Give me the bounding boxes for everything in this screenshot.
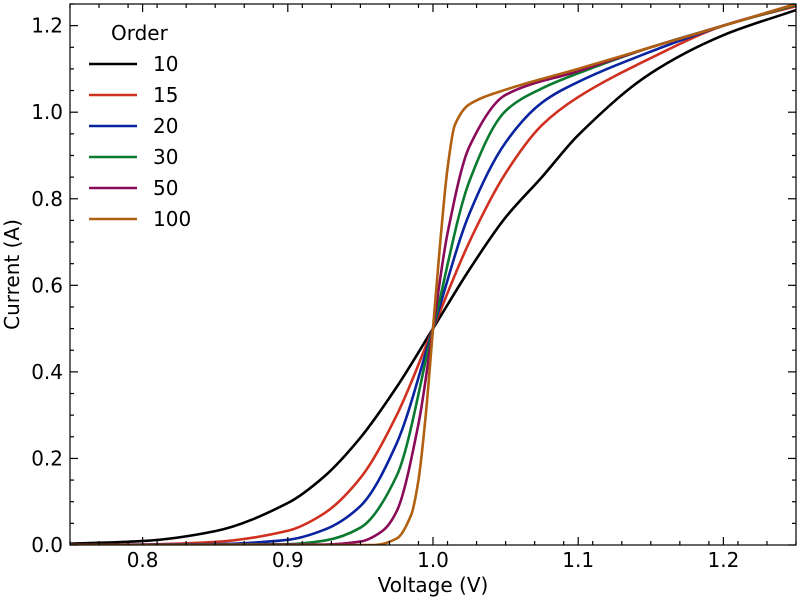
x-tick-label: 1.1: [562, 548, 594, 572]
legend-items: 10 15 20 30 50 100: [89, 52, 191, 231]
series-line-20: [70, 4, 796, 545]
legend-title: Order: [111, 21, 169, 45]
series-line-50: [70, 4, 796, 545]
y-tick-label: 0.8: [31, 187, 63, 211]
series-line-15: [70, 4, 796, 545]
y-tick-label: 1.0: [31, 100, 63, 124]
series-line-30: [70, 4, 796, 545]
legend-label-50: 50: [153, 176, 178, 200]
series-line-100: [70, 4, 796, 545]
x-tick-label: 0.9: [272, 548, 304, 572]
legend-label-30: 30: [153, 145, 178, 169]
y-tick-label: 0.4: [31, 360, 63, 384]
legend-label-20: 20: [153, 114, 178, 138]
x-tick-label: 1.2: [707, 548, 739, 572]
x-axis-label: Voltage (V): [378, 573, 489, 597]
y-axis-label: Current (A): [0, 219, 24, 330]
y-tick-label: 0.2: [31, 446, 63, 470]
series-line-10: [70, 8, 796, 545]
y-tick-label: 0.0: [31, 533, 63, 557]
legend-label-15: 15: [153, 83, 178, 107]
y-tick-label: 1.2: [31, 14, 63, 38]
x-tick-label: 0.8: [127, 548, 159, 572]
legend: Order 10 15 20 30 50 100: [89, 21, 191, 231]
series-layer: [70, 4, 796, 545]
x-tick-label: 1.0: [417, 548, 449, 572]
legend-label-10: 10: [153, 52, 178, 76]
plot-frame: [69, 3, 797, 546]
y-tick-label: 0.6: [31, 273, 63, 297]
ticks-layer: 0.8 0.9 1.0 1.1 1.2 0.0 0.2 0.4 0.6 0.8 1.0 1.2: [31, 3, 797, 572]
legend-label-100: 100: [153, 207, 191, 231]
